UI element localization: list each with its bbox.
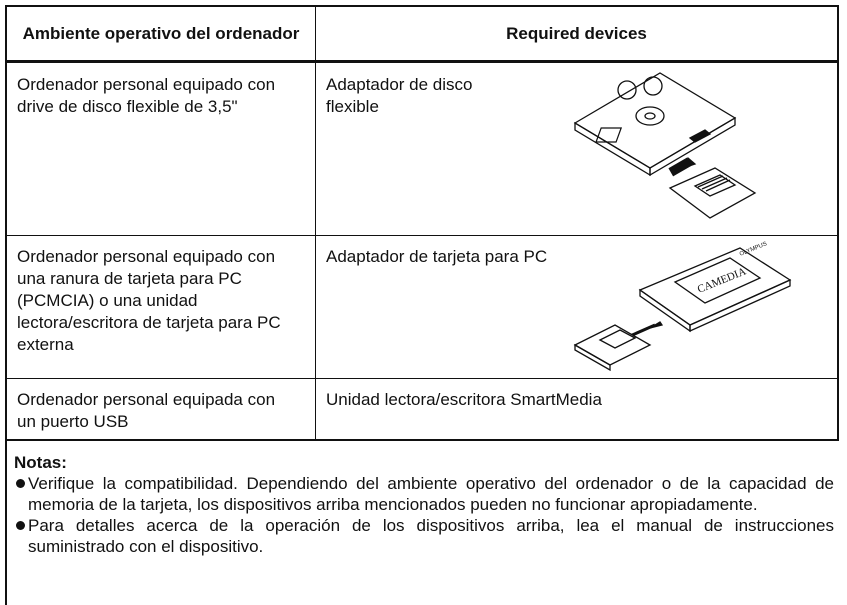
header-rule [5,60,839,63]
column-rule [315,5,316,441]
notes-rule [5,440,7,605]
row-rule [5,378,839,379]
header-cell: Ambiente operativo del ordenador [22,23,300,43]
header-cell: Required devices [506,23,647,43]
table-cell: Ordenador personal equipado con drive de… [17,75,276,116]
row-rule [5,235,839,236]
table-cell: Ordenador personal equipado con una ranu… [17,247,281,354]
note-text: Verifique la compatibilidad. Dependiendo… [28,474,834,514]
bullet [16,479,25,488]
bullet [16,521,25,530]
notes-title: Notas: [14,453,67,472]
table-cell: Adaptador de disco flexible [326,75,473,116]
pc-card-adapter-illustration: CAMEDIA OLYMPUS [573,241,792,372]
note-text: Para detalles acerca de la operación de … [28,516,834,556]
floppy-adapter-illustration [573,72,757,219]
table-cell: Adaptador de tarjeta para PC [326,247,548,266]
table-frame [5,5,839,441]
note-item: Para detalles acerca de la operación de … [14,515,834,557]
table-cell: Unidad lectora/escritora SmartMedia [326,390,602,409]
notes: Notas: Verifique la compatibilidad. Depe… [14,452,834,557]
note-item: Verifique la compatibilidad. Dependiendo… [14,473,834,515]
card-brand: OLYMPUS [739,241,768,257]
table-cell: Ordenador personal equipada con un puert… [17,390,276,431]
